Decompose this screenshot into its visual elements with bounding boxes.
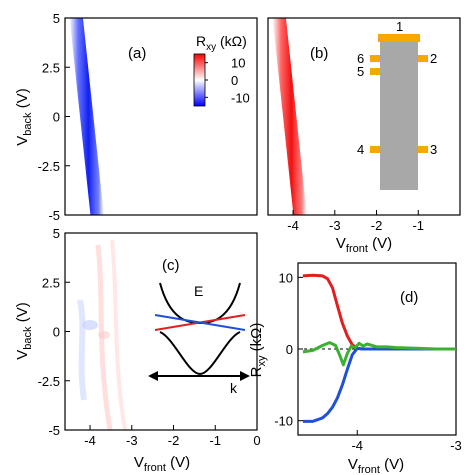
panel-a-map (69, 18, 104, 215)
y-tick-label: 5 (53, 226, 60, 241)
contact-label-4: 4 (357, 142, 364, 157)
panel-c-faint-trace (77, 299, 87, 401)
contact-4 (370, 146, 380, 153)
device-body (380, 40, 418, 190)
colorbar-ticks: 10 0 -10 (205, 56, 250, 105)
panel-d-series (298, 273, 456, 423)
panel-c-xlabel: Vfront (V) (134, 454, 190, 474)
contact-6 (370, 55, 380, 62)
panel-b-stripe (272, 18, 307, 215)
y-tick-label: 10 (279, 270, 293, 285)
contact-label-5: 5 (357, 64, 364, 79)
panel-c-map (77, 239, 127, 430)
x-tick-label: 0 (253, 433, 260, 448)
hall-bar-device: 1 2 3 4 5 6 (357, 19, 437, 190)
panel-b-label: (b) (310, 45, 328, 62)
series-line-2 (302, 346, 456, 423)
energy-label: E (194, 283, 203, 299)
x-tick-label: -4 (287, 218, 299, 233)
panel-d: -4 -3 10 0 -10 (d) Rxy (kΩ) Vfront (V) (248, 262, 462, 475)
colorbar-tick-label: 0 (231, 73, 238, 88)
panel-d-y-ticks: 10 0 -10 (274, 270, 303, 429)
panel-a-label: (a) (128, 45, 146, 62)
colorbar: Rxy (kΩ) 10 0 -10 (193, 33, 250, 107)
panel-c-faint-spot (98, 331, 110, 339)
panel-d-x-ticks: -4 -3 (351, 430, 462, 453)
contact-5 (370, 68, 380, 75)
contact-label-2: 2 (430, 51, 437, 66)
panel-b-frame (267, 17, 461, 216)
y-tick-label: -5 (48, 423, 60, 438)
panel-c-label: (c) (162, 257, 180, 274)
valence-band (159, 331, 241, 376)
contact-label-1: 1 (396, 19, 403, 34)
series-line-3 (302, 341, 456, 367)
edge-state-blue (154, 314, 246, 331)
y-tick-label: 0 (53, 110, 60, 125)
y-tick-label: 2.5 (42, 275, 60, 290)
x-tick-label: -1 (209, 433, 221, 448)
x-tick-label: -1 (412, 218, 424, 233)
momentum-label: k (230, 380, 238, 396)
y-tick-label: 0 (53, 325, 60, 340)
panel-b-map (272, 18, 307, 215)
colorbar-tick-label: -10 (231, 90, 250, 105)
panel-c-ylabel: Vback (V) (14, 302, 34, 359)
contact-label-6: 6 (357, 51, 364, 66)
panel-c: -4 -3 -2 -1 0 5 2.5 0 -2.5 -5 (c) Vback (V) Vfro… (14, 226, 261, 474)
panel-d-xlabel: Vfront (V) (348, 456, 404, 475)
y-tick-label: -2.5 (38, 159, 60, 174)
contact-2 (418, 55, 428, 62)
panel-c-faint-trace (95, 244, 113, 430)
panel-c-y-ticks: 5 2.5 0 -2.5 -5 (38, 226, 70, 438)
panel-a: 5 2.5 0 -2.5 -5 (a) Vback (V) Rxy (kΩ) 10 0 -1… (14, 11, 258, 223)
panel-d-label: (d) (400, 289, 418, 306)
x-tick-label: -3 (450, 438, 462, 453)
panel-c-faint-spot (82, 320, 98, 330)
y-tick-label: -5 (48, 208, 60, 223)
x-tick-label: -3 (126, 433, 138, 448)
series-line-1 (302, 273, 456, 351)
panel-c-faint-trace (110, 239, 127, 430)
y-tick-label: 5 (53, 11, 60, 26)
y-tick-label: 0 (286, 342, 293, 357)
contact-3 (418, 146, 428, 153)
panel-a-stripe (69, 18, 104, 215)
panel-d-ylabel: Rxy (kΩ) (248, 323, 268, 378)
y-tick-label: -2.5 (38, 374, 60, 389)
x-tick-label: -4 (351, 438, 363, 453)
panel-c-x-ticks: -4 -3 -2 -1 0 (84, 425, 261, 448)
band-structure-inset: E k (148, 282, 250, 396)
x-tick-label: -2 (371, 218, 383, 233)
panel-b-xlabel: Vfront (V) (336, 235, 392, 255)
colorbar-title: Rxy (kΩ) (196, 33, 247, 53)
y-tick-label: -10 (274, 414, 293, 429)
contact-label-3: 3 (430, 142, 437, 157)
x-tick-label: -2 (168, 433, 180, 448)
y-tick-label: 2.5 (42, 60, 60, 75)
x-tick-label: -3 (329, 218, 341, 233)
x-tick-label: -4 (84, 433, 96, 448)
k-axis-arrow-right (240, 371, 250, 381)
contact-1 (378, 34, 420, 42)
panel-b: -4 -3 -2 -1 (b) Vfront (V) 1 2 3 4 5 6 (267, 17, 461, 255)
panel-b-x-ticks: -4 -3 -2 -1 (287, 210, 424, 233)
colorbar-gradient (193, 53, 206, 107)
panel-a-ylabel: Vback (V) (14, 88, 34, 145)
panel-a-y-ticks: 5 2.5 0 -2.5 -5 (38, 11, 70, 223)
colorbar-tick-label: 10 (231, 56, 245, 71)
k-axis-arrow-left (148, 371, 158, 381)
